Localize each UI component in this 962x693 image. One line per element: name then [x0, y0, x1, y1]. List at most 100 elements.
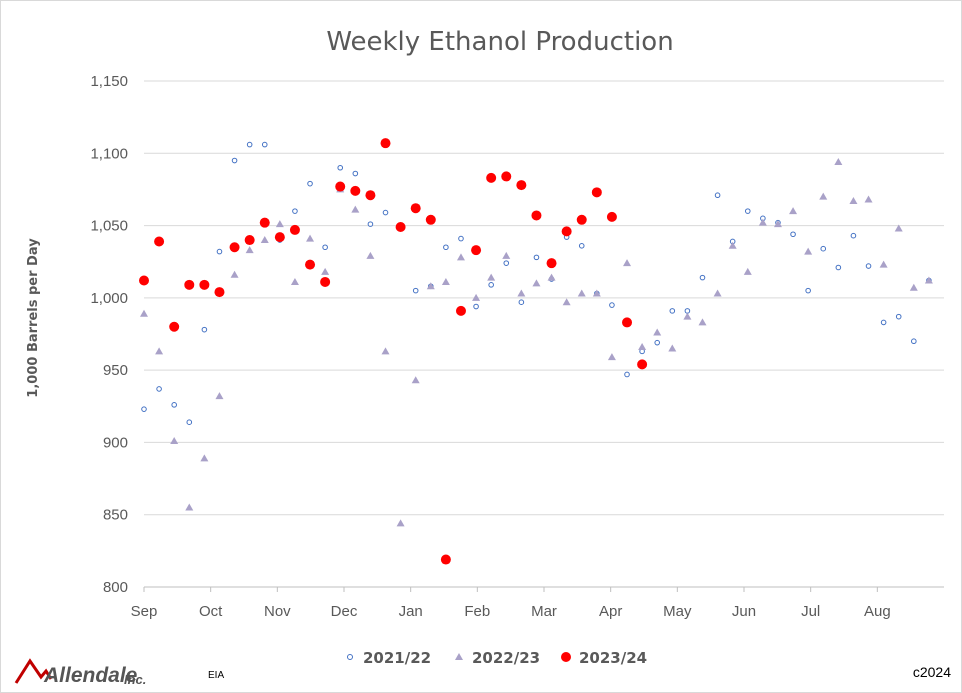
data-point [215, 392, 224, 400]
data-point [140, 309, 148, 317]
x-tick-label: Oct [199, 603, 223, 620]
data-point [365, 190, 376, 201]
data-point [458, 235, 464, 242]
y-tick-label: 950 [103, 362, 128, 379]
data-point [139, 275, 149, 286]
series-2 [139, 138, 648, 565]
logo-suffix: Inc. [124, 672, 146, 687]
data-point [335, 181, 346, 192]
data-point [609, 302, 615, 308]
x-tick-label: Sep [131, 603, 158, 620]
data-point [441, 277, 450, 285]
data-point [834, 157, 843, 165]
data-point [443, 244, 449, 251]
gridlines [143, 80, 944, 592]
data-point [170, 436, 179, 444]
copyright-label: c2024 [913, 664, 951, 680]
data-point [290, 277, 299, 285]
data-point [501, 171, 512, 182]
data-point [322, 244, 328, 251]
data-point [622, 317, 633, 328]
data-point [668, 344, 677, 352]
data-point [141, 406, 147, 412]
data-point [156, 386, 162, 392]
data-point [410, 203, 421, 214]
x-tick-label: Dec [331, 603, 358, 620]
data-point [684, 308, 691, 314]
data-point [698, 318, 707, 326]
y-tick-label: 1,050 [90, 218, 128, 235]
data-point [820, 245, 827, 252]
data-point [518, 299, 525, 305]
data-point [382, 209, 389, 216]
data-point [561, 226, 572, 237]
data-point [895, 313, 902, 320]
data-point [471, 245, 482, 256]
legend-marker-triangle-icon [455, 653, 463, 660]
data-series [139, 138, 933, 565]
data-point [199, 279, 210, 290]
data-point [819, 192, 828, 200]
data-point [259, 217, 270, 228]
data-point [307, 180, 313, 187]
data-point [351, 205, 360, 213]
data-point [200, 454, 209, 462]
data-point [155, 347, 164, 355]
data-point [835, 264, 842, 271]
data-point [713, 289, 722, 297]
data-point [244, 235, 255, 246]
data-point [395, 222, 406, 233]
y-tick-label: 1,100 [90, 145, 128, 162]
data-point [229, 242, 240, 253]
data-point [591, 187, 602, 198]
data-point [455, 305, 466, 316]
data-point [894, 224, 903, 232]
logo-text: Allendale [43, 664, 138, 687]
legend-marker-open-circle-icon [347, 654, 353, 660]
legend-marker-filled-circle-icon [561, 652, 571, 662]
x-tick-label: Nov [264, 603, 291, 620]
data-point [714, 192, 721, 199]
data-point [411, 376, 420, 384]
data-point [456, 253, 465, 261]
data-point [546, 258, 557, 269]
data-point [517, 289, 526, 297]
x-tick-label: Apr [599, 603, 622, 620]
data-point [396, 519, 405, 527]
data-point [790, 231, 796, 238]
data-point [654, 339, 661, 346]
data-point [184, 279, 195, 290]
legend: 2021/22 2022/23 2023/24 [347, 649, 647, 667]
y-tick-label: 900 [103, 434, 128, 451]
data-point [637, 359, 648, 370]
data-point [653, 328, 662, 336]
data-point [231, 157, 238, 164]
x-axis-ticks: Sep Oct Nov Dec Jan Feb Mar Apr May Jun Jul Aug [131, 603, 891, 620]
data-point [366, 251, 375, 259]
data-point [592, 289, 601, 297]
data-point [289, 224, 300, 235]
data-point [879, 260, 888, 268]
x-tick-label: Mar [531, 603, 557, 620]
data-point [216, 248, 223, 255]
allendale-logo: Allendale Inc. [14, 658, 146, 687]
data-point [412, 287, 419, 294]
y-tick-label: 800 [103, 579, 128, 596]
data-point [367, 221, 374, 227]
data-point [305, 259, 316, 270]
data-point [488, 282, 494, 288]
x-tick-label: Feb [464, 603, 490, 620]
data-point [214, 287, 225, 298]
data-point [924, 276, 933, 284]
data-point [911, 338, 917, 345]
data-point [669, 308, 676, 314]
data-point [909, 283, 918, 291]
data-point [380, 138, 391, 149]
y-tick-label: 850 [103, 507, 128, 524]
legend-item: 2023/24 [561, 649, 647, 667]
x-tick-label: Jun [732, 603, 756, 620]
data-point [849, 196, 858, 204]
data-point [171, 402, 177, 408]
data-point [486, 172, 497, 183]
